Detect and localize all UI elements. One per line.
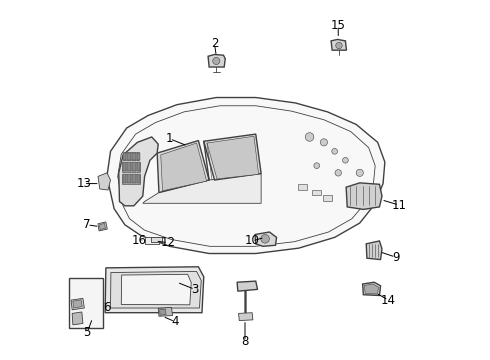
- Polygon shape: [204, 134, 261, 180]
- Circle shape: [332, 148, 338, 154]
- Circle shape: [356, 169, 364, 176]
- Bar: [69, 278, 103, 328]
- Polygon shape: [161, 143, 207, 191]
- Circle shape: [213, 57, 220, 64]
- Text: 7: 7: [83, 218, 91, 231]
- Bar: [146, 237, 159, 244]
- Circle shape: [335, 170, 342, 176]
- Circle shape: [314, 163, 319, 168]
- Polygon shape: [160, 309, 166, 315]
- Polygon shape: [98, 222, 107, 231]
- Text: 14: 14: [381, 294, 396, 307]
- Circle shape: [336, 42, 342, 49]
- Bar: [122, 174, 126, 183]
- Text: 13: 13: [76, 177, 91, 190]
- Text: 3: 3: [191, 283, 198, 296]
- Circle shape: [320, 139, 327, 146]
- Bar: [137, 162, 140, 171]
- Polygon shape: [143, 174, 261, 203]
- Polygon shape: [111, 271, 201, 308]
- Bar: [122, 162, 140, 172]
- Text: 6: 6: [103, 301, 111, 314]
- Polygon shape: [158, 307, 172, 316]
- Polygon shape: [239, 313, 253, 320]
- Text: 4: 4: [172, 315, 179, 328]
- Polygon shape: [346, 183, 382, 210]
- Polygon shape: [331, 40, 346, 50]
- Text: 12: 12: [160, 236, 175, 249]
- Polygon shape: [366, 241, 382, 260]
- Bar: [313, 190, 321, 195]
- Polygon shape: [208, 54, 225, 67]
- Text: 2: 2: [211, 37, 218, 50]
- Text: 1: 1: [166, 132, 173, 145]
- Polygon shape: [363, 282, 381, 296]
- Circle shape: [305, 133, 314, 141]
- Bar: [132, 153, 136, 159]
- Bar: [122, 153, 126, 159]
- Text: 5: 5: [83, 326, 91, 339]
- Bar: [323, 195, 332, 201]
- Polygon shape: [107, 98, 385, 253]
- Polygon shape: [365, 284, 378, 294]
- Polygon shape: [157, 140, 209, 193]
- Polygon shape: [255, 232, 276, 246]
- Text: 10: 10: [245, 234, 260, 247]
- Polygon shape: [99, 224, 105, 229]
- Polygon shape: [72, 312, 83, 325]
- Bar: [298, 184, 307, 190]
- Text: 15: 15: [331, 19, 345, 32]
- Text: 8: 8: [241, 335, 249, 348]
- Bar: [123, 152, 139, 160]
- Bar: [151, 237, 162, 242]
- Polygon shape: [98, 173, 111, 190]
- Polygon shape: [73, 300, 82, 308]
- Bar: [127, 153, 131, 159]
- Text: 11: 11: [392, 199, 407, 212]
- Polygon shape: [237, 281, 258, 291]
- Polygon shape: [122, 274, 191, 305]
- Bar: [127, 174, 131, 183]
- Text: 9: 9: [392, 251, 399, 264]
- Circle shape: [261, 234, 270, 243]
- Polygon shape: [207, 136, 259, 179]
- Polygon shape: [105, 267, 204, 313]
- Bar: [137, 174, 140, 183]
- Bar: [122, 162, 126, 171]
- Bar: [122, 174, 140, 184]
- Circle shape: [343, 157, 348, 163]
- Bar: [132, 174, 136, 183]
- Text: 16: 16: [132, 234, 147, 247]
- Polygon shape: [71, 298, 84, 310]
- Bar: [132, 162, 136, 171]
- Bar: [137, 153, 140, 159]
- Polygon shape: [119, 137, 158, 206]
- Bar: [127, 162, 131, 171]
